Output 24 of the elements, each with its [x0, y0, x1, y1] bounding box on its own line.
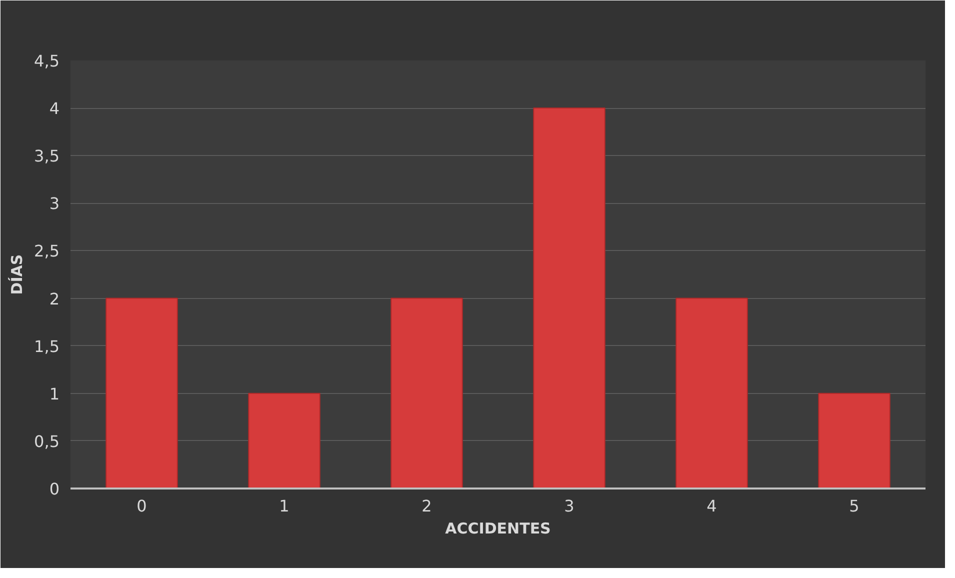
y-tick-label: 4,5 — [34, 52, 60, 70]
y-tick-label: 2,5 — [34, 242, 60, 261]
bar — [533, 108, 606, 488]
y-tick-label: 2 — [49, 289, 60, 308]
bar — [390, 298, 463, 488]
y-tick-label: 1 — [49, 384, 60, 404]
y-tick-label: 0 — [49, 480, 60, 498]
y-tick-label: 0,5 — [34, 432, 60, 451]
y-tick-label: 4 — [49, 99, 60, 118]
x-tick-label: 0 — [136, 496, 147, 516]
y-tick-label: 3,5 — [34, 146, 60, 166]
x-tick-label: 4 — [706, 496, 717, 516]
x-tick-label: 3 — [564, 496, 574, 516]
bar — [676, 298, 748, 488]
bar — [106, 298, 178, 488]
y-tick-label: 1,5 — [34, 336, 60, 356]
x-axis-title: ACCIDENTES — [445, 520, 551, 538]
bar — [248, 392, 320, 488]
x-tick-label: 2 — [422, 496, 432, 516]
y-axis-title: DÍAS — [8, 254, 26, 295]
x-tick-label: 5 — [849, 496, 860, 516]
y-tick-label: 3 — [49, 194, 60, 214]
bar — [818, 392, 890, 488]
x-tick-label: 1 — [279, 496, 290, 516]
